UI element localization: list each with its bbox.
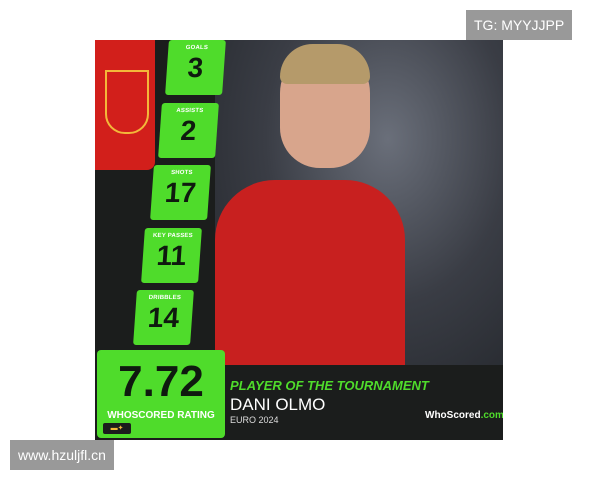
watermark-bottom: www.hzuljfl.cn xyxy=(10,440,114,470)
stat-assists: ASSISTS 2 xyxy=(158,103,219,158)
info-bar xyxy=(215,365,503,440)
player-name: DANI OLMO xyxy=(230,395,326,414)
stat-goals: GOALS 3 xyxy=(165,40,226,95)
stat-dribbles: DRIBBLES 14 xyxy=(133,290,194,345)
watermark-top: TG: MYYJJPP xyxy=(466,10,573,40)
whoscored-logo: WhoScored.com xyxy=(425,410,503,421)
spain-flag-icon: ▬✦ xyxy=(103,423,131,434)
player-hair xyxy=(280,44,370,84)
rating-box: 7.72 WHOSCORED RATING ▬✦ xyxy=(97,350,225,438)
stat-shots: SHOTS 17 xyxy=(150,165,211,220)
player-shirt xyxy=(215,180,405,370)
award-title: PLAYER OF THE TOURNAMENT xyxy=(230,378,429,393)
spain-crest-icon xyxy=(95,40,155,170)
stat-key-passes: KEY PASSES 11 xyxy=(141,228,202,283)
event-name: EURO 2024 xyxy=(230,415,279,425)
player-card: GOALS 3 ASSISTS 2 SHOTS 17 KEY PASSES 11 DRI… xyxy=(95,40,503,440)
